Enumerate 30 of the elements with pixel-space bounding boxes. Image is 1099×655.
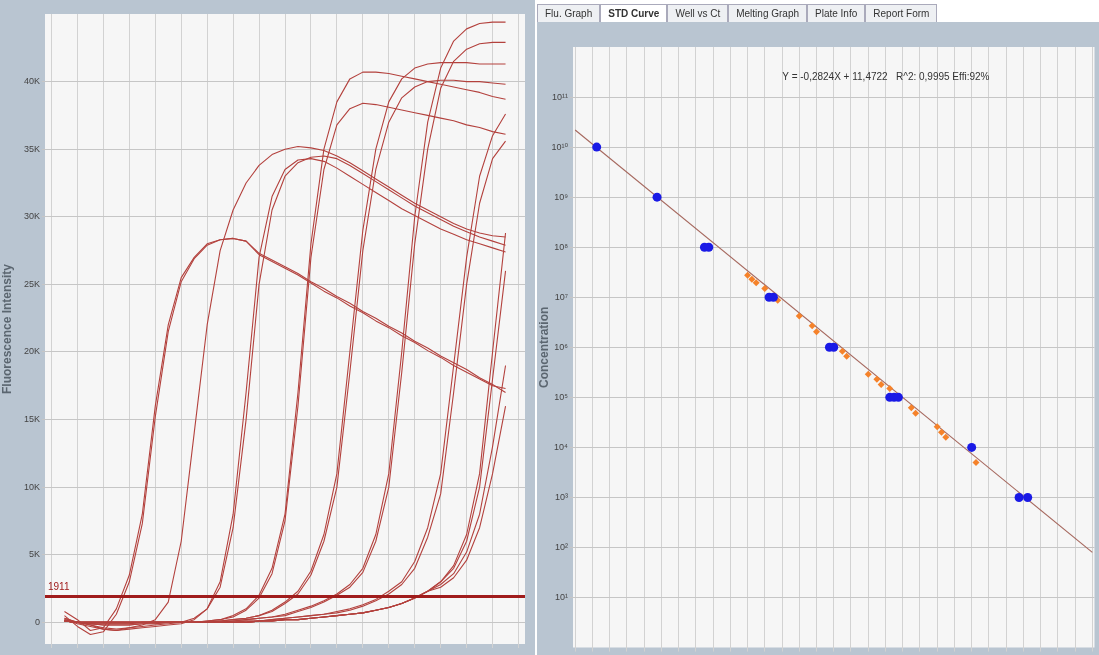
text: Well vs Ct bbox=[667, 4, 729, 22]
y-tick-label: 10⁴ bbox=[554, 441, 569, 452]
text: STD Curve bbox=[600, 4, 668, 22]
annotation: Y = -0,2824X + 11,4722 R^2: 0,9995 Effi:92% bbox=[782, 70, 990, 82]
y-tick-label: 30K bbox=[23, 211, 40, 222]
y-tick-label: 10⁹ bbox=[554, 191, 569, 202]
y-axis-title: Fluorescence Intensity bbox=[0, 263, 14, 395]
y-tick-label: 15K bbox=[23, 414, 40, 425]
y-tick-label: 10⁶ bbox=[554, 341, 569, 352]
y-tick-label: 10² bbox=[554, 541, 568, 552]
y-tick-label: 10K bbox=[23, 481, 40, 492]
y-tick-label: 10⁸ bbox=[554, 241, 569, 252]
y-tick-label: 10¹ bbox=[554, 592, 568, 603]
y-axis-title: Concentration bbox=[536, 306, 551, 388]
y-tick-label: 25K bbox=[23, 278, 40, 289]
y-tick-label: 0 bbox=[34, 616, 40, 627]
text: Report Form bbox=[865, 4, 938, 22]
y-tick-label: 10³ bbox=[554, 491, 568, 502]
y-tick-label: 20K bbox=[23, 346, 40, 357]
text: Melting Graph bbox=[728, 4, 808, 22]
text: Flu. Graph bbox=[537, 4, 601, 22]
y-tick-label: 35K bbox=[23, 143, 40, 154]
y-tick-label: 10⁷ bbox=[554, 291, 568, 302]
ref-line-label: 1911 bbox=[48, 581, 70, 593]
y-tick-label: 10¹¹ bbox=[551, 91, 568, 102]
y-tick-label: 5K bbox=[28, 549, 40, 560]
y-tick-label: 40K bbox=[23, 76, 40, 87]
text: Plate Info bbox=[807, 4, 866, 22]
y-tick-label: 10¹⁰ bbox=[551, 141, 569, 152]
y-tick-label: 10⁵ bbox=[554, 391, 569, 402]
